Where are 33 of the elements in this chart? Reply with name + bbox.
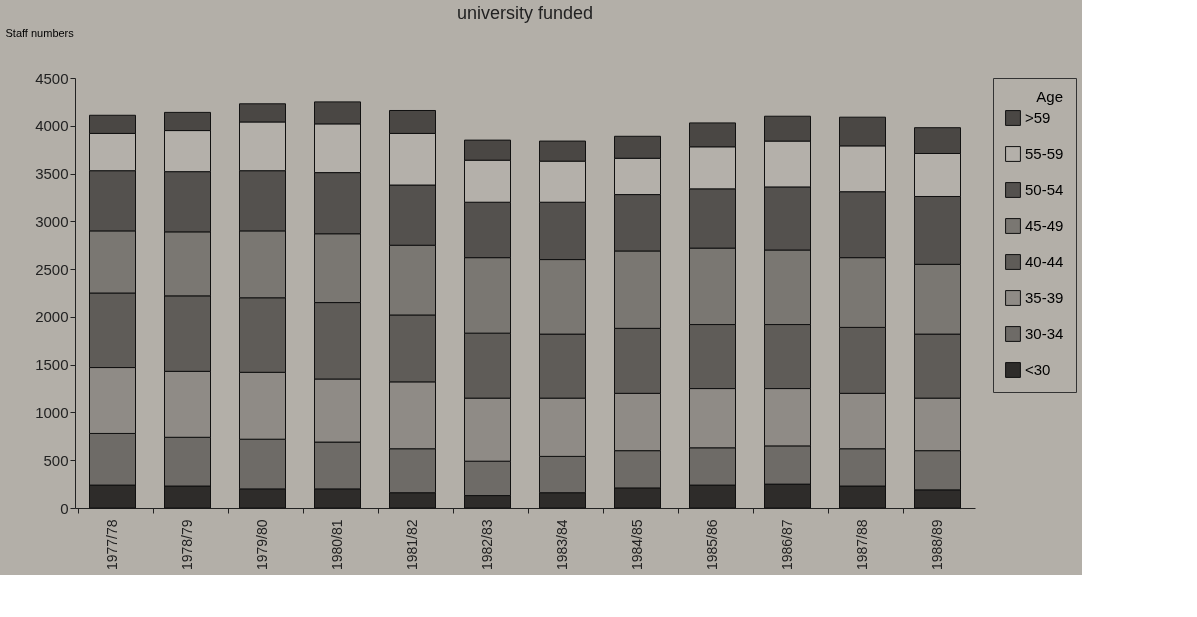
x-tick-label: 1980/81 <box>328 519 345 571</box>
legend-label: 40-44 <box>1025 253 1064 270</box>
x-tick-label: 1988/89 <box>928 519 945 571</box>
legend-label: 45-49 <box>1025 217 1064 234</box>
legend-title: Age <box>1036 88 1063 105</box>
y-tick-label: 4500 <box>35 69 69 87</box>
x-tick-label: 1977/78 <box>103 519 120 571</box>
x-tick-label: 1985/86 <box>703 519 720 571</box>
legend-label: 50-54 <box>1025 181 1064 198</box>
y-tick-label: 500 <box>43 451 69 469</box>
x-tick-label: 1986/87 <box>778 519 795 571</box>
legend-label: <30 <box>1025 361 1051 378</box>
legend-label: 35-39 <box>1025 289 1064 306</box>
y-tick-label: 1000 <box>35 403 69 421</box>
x-tick-label: 1979/80 <box>253 519 270 571</box>
y-tick-label: 2500 <box>35 260 69 278</box>
y-axis-title: Staff numbers <box>5 26 75 39</box>
x-tick-label: 1987/88 <box>853 519 870 571</box>
y-tick-label: 3000 <box>35 212 69 230</box>
legend-label: 55-59 <box>1025 145 1064 162</box>
x-tick-label: 1982/83 <box>478 519 495 571</box>
x-tick-label: 1978/79 <box>178 519 195 571</box>
y-tick-label: 3500 <box>35 165 69 183</box>
y-tick-label: 1500 <box>35 356 69 374</box>
x-tick-label: 1981/82 <box>403 519 420 571</box>
y-tick-label: 0 <box>60 499 69 517</box>
y-tick-label: 4000 <box>35 117 69 135</box>
x-tick-label: 1983/84 <box>553 519 570 571</box>
chart-title: university funded <box>456 3 594 23</box>
legend-label: 30-34 <box>1025 325 1064 342</box>
legend-label: >59 <box>1025 109 1051 126</box>
x-tick-label: 1984/85 <box>628 519 645 571</box>
y-tick-label: 2000 <box>35 308 69 326</box>
